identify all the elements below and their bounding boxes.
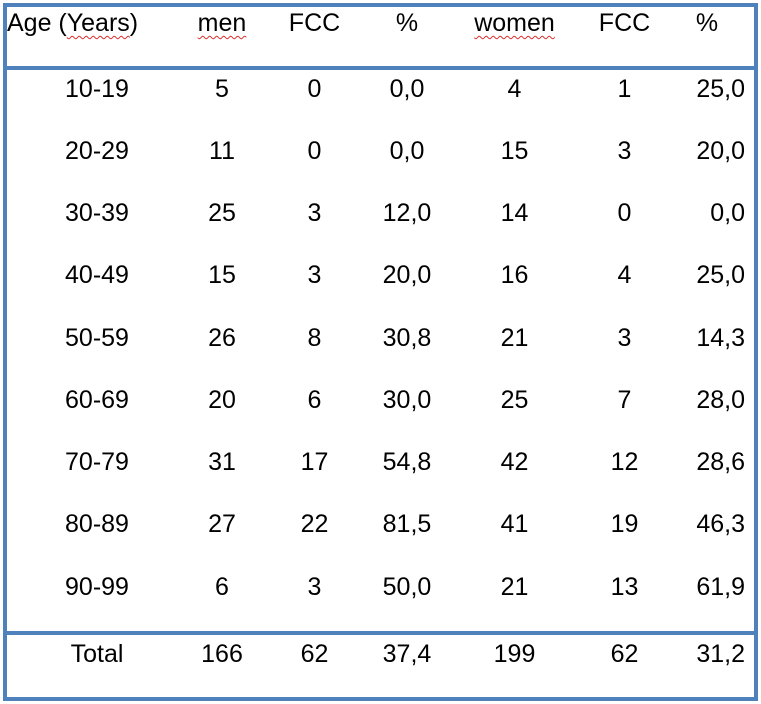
cell-women: 14	[500, 199, 529, 227]
table-row: 50-59 26 8 30,8 21 3 14,3	[7, 318, 754, 358]
cell-women: 25	[500, 386, 529, 414]
cell-age: 50-59	[65, 324, 129, 352]
table-border-bottom	[3, 697, 758, 701]
cell-fcc-women: 4	[617, 261, 632, 289]
cell-age: 80-89	[65, 510, 129, 538]
cell-fcc-men: 3	[307, 199, 322, 227]
header-fcc-men: FCC	[288, 9, 341, 37]
table-row: 60-69 20 6 30,0 25 7 28,0	[7, 380, 754, 420]
cell-percent-women: 25,0	[696, 261, 745, 289]
total-percent-men: 37,4	[382, 640, 432, 668]
table-row: 40-49 15 3 20,0 16 4 25,0	[7, 255, 754, 295]
cell-fcc-women: 1	[617, 75, 632, 103]
cell-age: 20-29	[65, 137, 129, 165]
cell-percent-women: 25,0	[696, 75, 745, 103]
cell-fcc-women: 12	[610, 448, 639, 476]
table-row: 70-79 31 17 54,8 42 12 28,6	[7, 442, 754, 482]
header-age-label: Age (Years)	[7, 9, 139, 37]
cell-women: 41	[500, 510, 529, 538]
cell-fcc-men: 22	[300, 510, 329, 538]
cell-percent-women: 28,0	[696, 386, 745, 414]
cell-percent-men: 20,0	[382, 261, 432, 289]
cell-men: 26	[208, 324, 236, 352]
cell-fcc-men: 3	[307, 573, 322, 601]
total-divider	[3, 631, 758, 635]
cell-percent-women: 28,6	[696, 448, 745, 476]
cell-age: 90-99	[65, 573, 129, 601]
cell-fcc-men: 17	[300, 448, 329, 476]
cell-women: 21	[500, 324, 529, 352]
cell-fcc-men: 0	[307, 75, 322, 103]
cell-percent-women: 46,3	[696, 510, 745, 538]
total-women: 199	[493, 640, 536, 668]
header-row: Age (Years) men FCC % women FCC %	[7, 3, 754, 43]
cell-percent-men: 0,0	[389, 75, 425, 103]
cell-age: 40-49	[65, 261, 129, 289]
cell-women: 16	[500, 261, 529, 289]
cell-percent-men: 12,0	[382, 199, 432, 227]
cell-percent-men: 30,0	[382, 386, 432, 414]
cell-fcc-women: 13	[610, 573, 639, 601]
cell-men: 25	[208, 199, 236, 227]
cell-fcc-men: 3	[307, 261, 322, 289]
header-percent-women: %	[695, 9, 719, 37]
cell-men: 20	[208, 386, 236, 414]
cell-percent-men: 50,0	[382, 573, 432, 601]
cell-percent-men: 54,8	[382, 448, 432, 476]
cell-men: 6	[215, 573, 229, 601]
cell-age: 70-79	[65, 448, 129, 476]
cell-fcc-women: 0	[617, 199, 632, 227]
spellcheck-underline: Years	[66, 9, 130, 37]
table-border-left	[3, 3, 7, 701]
header-age: Age (Years)	[7, 3, 167, 43]
header-fcc-women: FCC	[598, 9, 651, 37]
header-women: women	[467, 3, 562, 43]
cell-men: 5	[215, 75, 229, 103]
header-men-label: men	[197, 9, 247, 37]
cell-percent-men: 0,0	[389, 137, 425, 165]
table-row: 80-89 27 22 81,5 41 19 46,3	[7, 504, 754, 544]
header-divider	[3, 66, 758, 70]
cell-age: 60-69	[65, 386, 129, 414]
total-fcc-men: 62	[300, 640, 329, 668]
header-men: men	[187, 3, 257, 43]
cell-fcc-women: 7	[617, 386, 632, 414]
cell-percent-women: 20,0	[696, 137, 745, 165]
cell-women: 4	[507, 75, 522, 103]
total-percent-women: 31,2	[696, 640, 745, 668]
header-percent-men: %	[395, 9, 419, 37]
table-row: 20-29 11 0 0,0 15 3 20,0	[7, 131, 754, 171]
cell-men: 27	[208, 510, 236, 538]
cell-age: 30-39	[65, 199, 129, 227]
cell-fcc-women: 3	[617, 324, 632, 352]
cell-fcc-women: 3	[617, 137, 632, 165]
total-men: 166	[201, 640, 243, 668]
cell-women: 42	[500, 448, 529, 476]
cell-women: 15	[500, 137, 529, 165]
cell-fcc-men: 6	[307, 386, 322, 414]
header-women-label: women	[474, 9, 555, 37]
cell-percent-women: 0,0	[710, 199, 745, 227]
total-row: Total 166 62 37,4 199 62 31,2	[7, 634, 754, 674]
table-row: 90-99 6 3 50,0 21 13 61,9	[7, 567, 754, 607]
cell-fcc-men: 0	[307, 137, 322, 165]
table-border-right	[754, 3, 758, 701]
cell-percent-women: 61,9	[696, 573, 745, 601]
total-fcc-women: 62	[610, 640, 639, 668]
cell-percent-men: 30,8	[382, 324, 432, 352]
cell-percent-women: 14,3	[696, 324, 745, 352]
cell-fcc-men: 8	[307, 324, 322, 352]
table-row: 30-39 25 3 12,0 14 0 0,0	[7, 193, 754, 233]
cell-women: 21	[500, 573, 529, 601]
table-border-top	[3, 3, 758, 7]
cell-fcc-women: 19	[610, 510, 639, 538]
cell-percent-men: 81,5	[382, 510, 432, 538]
cell-men: 31	[208, 448, 236, 476]
table-row: 10-19 5 0 0,0 4 1 25,0	[7, 69, 754, 109]
cell-men: 11	[209, 137, 235, 165]
cell-men: 15	[208, 261, 236, 289]
cell-age: 10-19	[65, 75, 129, 103]
total-label: Total	[70, 640, 124, 668]
